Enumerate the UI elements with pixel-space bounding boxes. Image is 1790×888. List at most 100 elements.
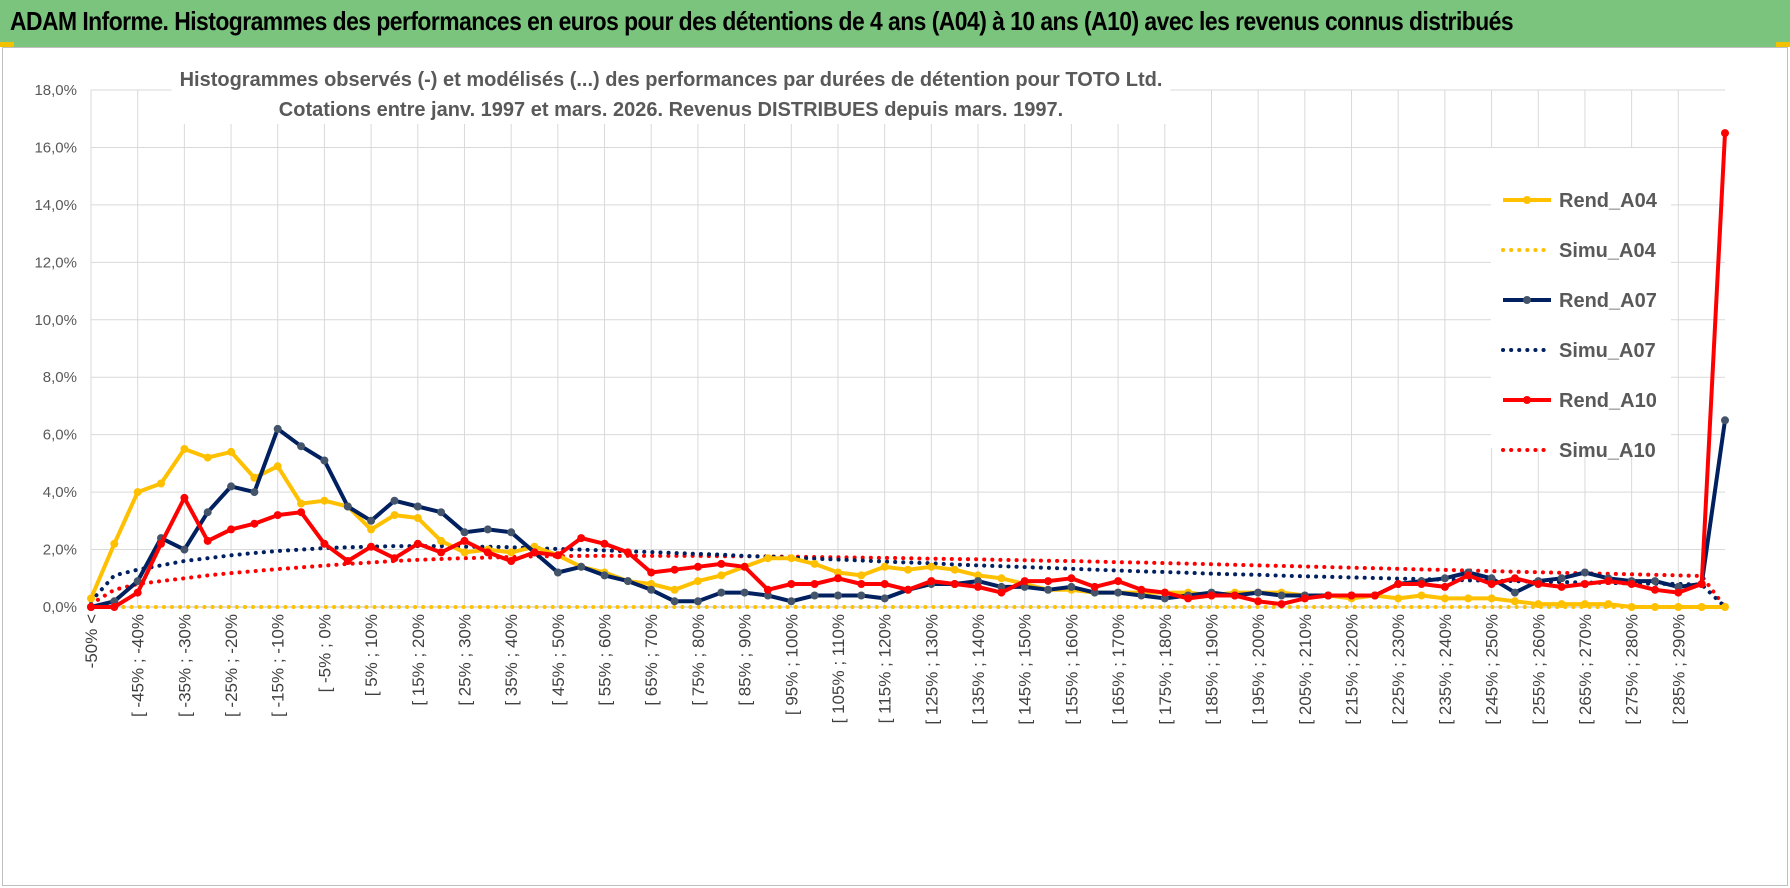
data-point: [1627, 580, 1636, 588]
data-point: [1394, 594, 1403, 603]
data-point: [1651, 577, 1659, 586]
data-point: [647, 568, 656, 577]
data-point: [623, 548, 632, 557]
x-tick-label: [ 15% ; 20%: [409, 614, 428, 706]
data-point: [577, 534, 586, 543]
data-point: [693, 577, 702, 586]
data-point: [600, 539, 609, 548]
data-point: [250, 473, 259, 482]
data-point: [320, 539, 329, 548]
data-point: [1651, 603, 1659, 611]
grid: [90, 89, 1725, 608]
data-point: [1557, 574, 1566, 583]
x-tick-label: [ 45% ; 50%: [549, 614, 568, 706]
x-tick-label: [ 5% ; 10%: [362, 614, 381, 696]
data-point: [180, 493, 189, 502]
y-tick-label: 14,0%: [34, 197, 77, 214]
data-point: [273, 462, 282, 471]
chart-title-line-2: Cotations entre janv. 1997 et mars. 2026…: [279, 99, 1063, 121]
x-tick-label: [ -35% ; -30%: [175, 614, 194, 717]
corner-accent-right: [1776, 42, 1790, 47]
data-point: [763, 554, 772, 563]
data-point: [507, 528, 516, 537]
data-point: [1464, 571, 1473, 580]
data-point: [717, 559, 726, 568]
series-rend-a10: [87, 129, 1729, 611]
data-point: [250, 519, 259, 528]
data-point: [1580, 600, 1589, 609]
data-point: [1277, 591, 1286, 600]
data-point: [87, 603, 95, 611]
x-tick-label: [ 195% ; 200%: [1249, 614, 1268, 725]
data-point: [437, 548, 446, 557]
data-point: [1510, 597, 1519, 606]
data-point: [1044, 585, 1053, 594]
data-point: [343, 502, 352, 511]
data-point: [1721, 129, 1729, 138]
data-point: [834, 574, 842, 583]
chart-frame: 0,0% 2,0% 4,0% 6,0% 8,0% 10,0% 12,0% 14,0% 16,0%…: [2, 47, 1788, 886]
legend-label: Rend_A07: [1559, 290, 1657, 312]
data-point: [787, 580, 796, 588]
data-point: [507, 548, 516, 557]
data-point: [763, 585, 772, 594]
data-point: [904, 565, 912, 574]
data-point: [273, 511, 282, 520]
data-point: [974, 571, 982, 580]
data-point: [227, 482, 236, 491]
corner-accent-left: [0, 42, 14, 47]
legend-label: Simu_A10: [1559, 440, 1656, 462]
x-tick-label: [ 165% ; 170%: [1109, 614, 1128, 725]
data-point: [1440, 594, 1449, 603]
x-tick-label: [ 285% ; 290%: [1669, 614, 1688, 725]
data-point: [1651, 585, 1659, 594]
data-point: [390, 554, 399, 563]
data-point: [810, 580, 819, 588]
data-point: [203, 453, 212, 462]
data-point: [647, 585, 656, 594]
data-point: [413, 502, 422, 511]
y-tick-label: 2,0%: [43, 542, 77, 559]
data-point: [133, 577, 142, 586]
x-tick-label: [ -15% ; -10%: [269, 614, 288, 717]
y-tick-labels: 0,0% 2,0% 4,0% 6,0% 8,0% 10,0% 12,0% 14,0% 16,0%…: [34, 82, 77, 616]
legend-item-simu-a04: Simu_A04: [1501, 240, 1657, 262]
data-point: [1137, 591, 1146, 600]
data-point: [1721, 416, 1729, 425]
y-tick-label: 16,0%: [34, 139, 77, 156]
data-point: [460, 548, 469, 557]
data-point: [950, 580, 959, 588]
data-point: [553, 551, 562, 560]
data-point: [1370, 591, 1379, 600]
data-point: [87, 594, 95, 603]
series-simu-a07: [89, 544, 1727, 609]
data-point: [1604, 577, 1613, 586]
data-point: [1324, 591, 1333, 600]
data-point: [1487, 580, 1496, 588]
data-point: [1230, 591, 1239, 600]
data-point: [1114, 577, 1123, 586]
data-point: [1300, 594, 1309, 603]
data-point: [1674, 603, 1683, 611]
data-point: [927, 577, 936, 586]
data-point: [810, 591, 819, 600]
data-point: [390, 511, 399, 520]
data-point: [1464, 594, 1473, 603]
x-tick-label: [ 115% ; 120%: [876, 614, 895, 723]
data-point: [180, 445, 189, 453]
data-point: [320, 496, 329, 505]
data-point: [1254, 588, 1263, 597]
data-point: [1417, 591, 1426, 600]
y-tick-label: 8,0%: [43, 369, 77, 386]
data-point: [1674, 588, 1683, 597]
data-point: [483, 525, 492, 534]
data-point: [1067, 582, 1076, 591]
data-point: [600, 571, 609, 580]
data-point: [740, 588, 749, 597]
x-tick-label: [ 225% ; 230%: [1389, 614, 1408, 725]
data-point: [437, 536, 446, 545]
x-tick-label: [ 55% ; 60%: [596, 614, 615, 706]
x-tick-labels: -50% < [ -45% ; -40% [ -35% ; -30% [ -25% ;…: [82, 614, 1688, 725]
data-point: [1604, 600, 1613, 609]
x-tick-label: [ 95% ; 100%: [782, 614, 801, 715]
